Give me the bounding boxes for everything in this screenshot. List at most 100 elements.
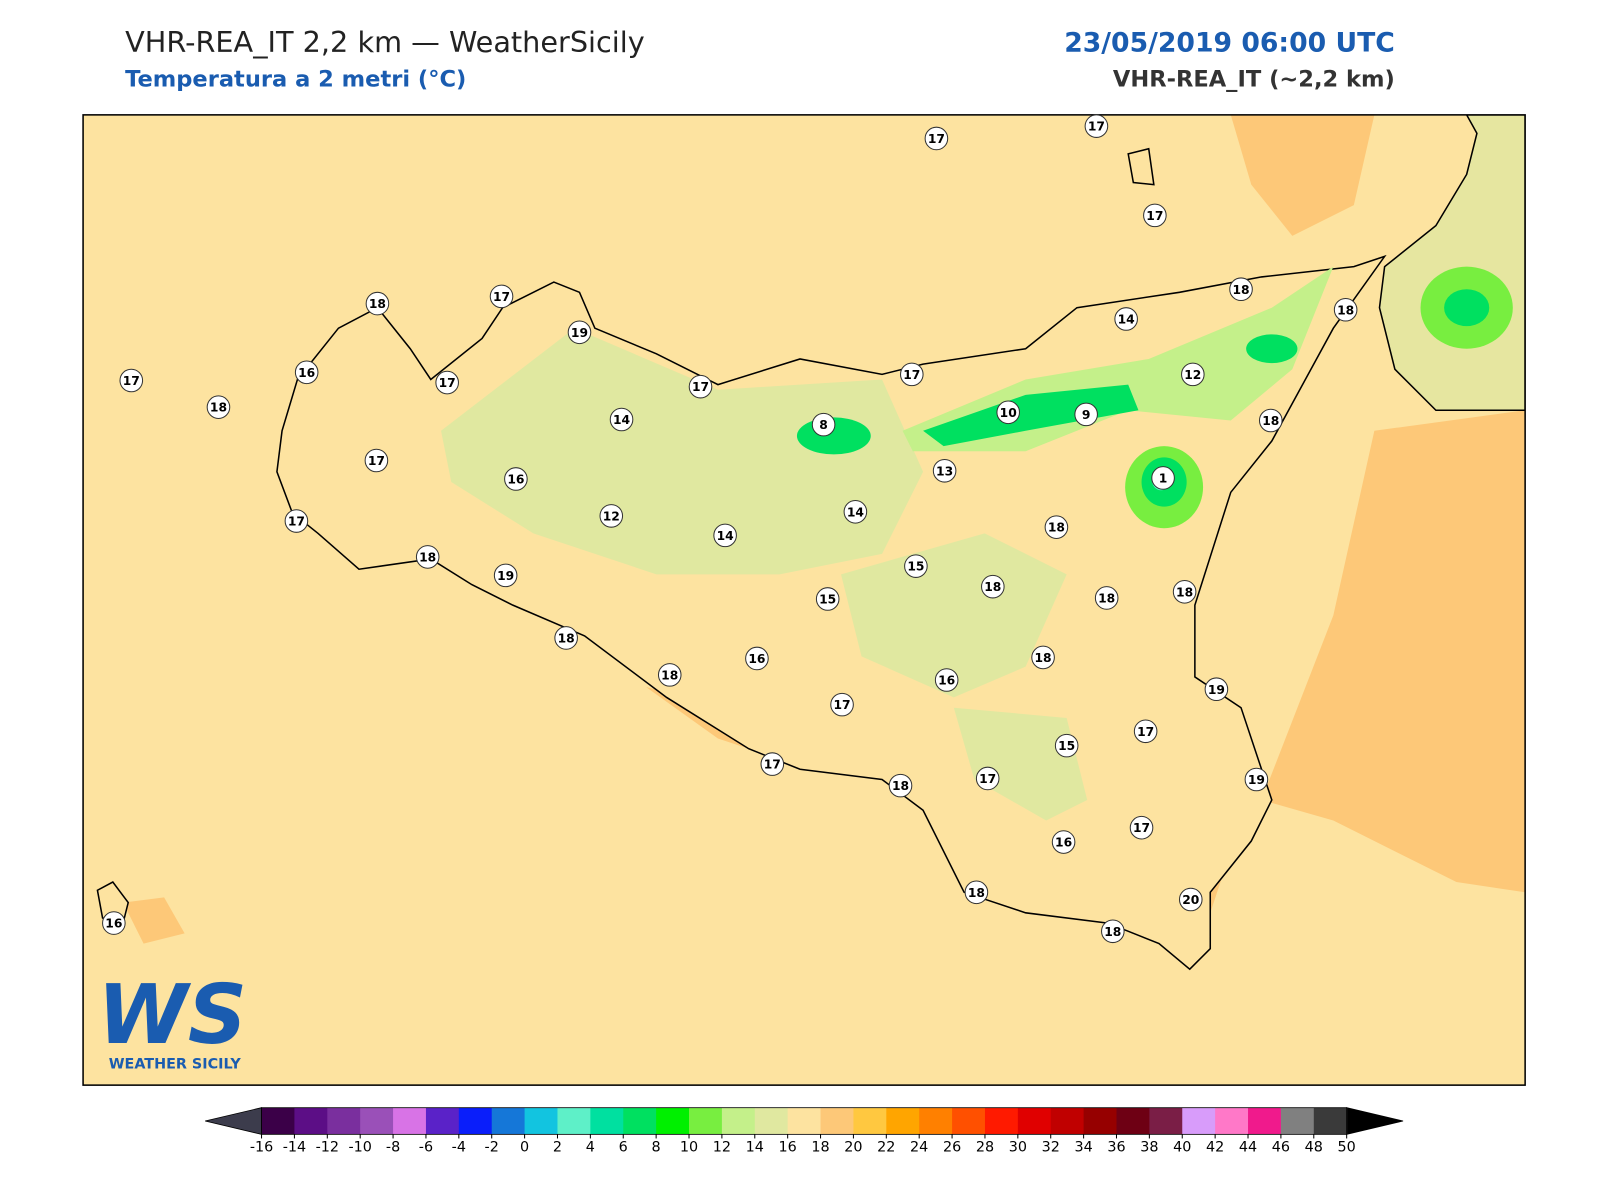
station-marker: [489, 284, 514, 309]
colorbar-over: [1346, 1107, 1404, 1135]
station-value: 17: [928, 132, 945, 146]
colorbar-box: [886, 1107, 920, 1135]
station-value: 20: [1182, 893, 1199, 907]
station-marker: [1094, 586, 1119, 610]
colorbar-box: [458, 1107, 493, 1135]
mild-area: [441, 328, 924, 575]
station-marker: [119, 368, 144, 393]
station-value: 17: [1137, 725, 1154, 739]
colorbar-box: [1017, 1107, 1052, 1135]
warm-area: [1261, 410, 1526, 893]
colorbar-tick-label: 18: [811, 1140, 829, 1156]
station-value: 18: [1048, 521, 1065, 535]
station-value: 18: [892, 779, 909, 793]
station-value: 17: [764, 758, 781, 772]
warm-area: [1230, 114, 1375, 236]
island: [1127, 147, 1155, 186]
station-value: 15: [907, 560, 924, 574]
colorbar-tick-label: 8: [652, 1140, 661, 1156]
station-value: 18: [1104, 925, 1121, 939]
station-value: 16: [1055, 836, 1072, 850]
station-value: 12: [1184, 368, 1201, 382]
station-marker: [1181, 362, 1205, 387]
station-marker: [504, 467, 528, 491]
station-value: 17: [1146, 209, 1163, 223]
colorbar-tick-label: 14: [746, 1140, 764, 1156]
colorbar-tick-label: 26: [943, 1140, 961, 1156]
station-marker: [760, 752, 785, 776]
station-marker: [567, 320, 592, 345]
station-value: 18: [1262, 414, 1279, 428]
station-marker: [924, 126, 949, 151]
colorbar-box: [1116, 1107, 1150, 1135]
logo: WS WEATHER SICILY: [97, 968, 247, 1073]
station-value: 18: [1337, 303, 1354, 317]
colorbar-tick-label: 40: [1173, 1140, 1191, 1156]
station-value: 17: [493, 290, 510, 304]
station-marker: [1044, 515, 1069, 539]
colorbar-box: [721, 1107, 756, 1135]
colorbar-box: [491, 1107, 526, 1135]
station-marker: [1244, 767, 1269, 792]
station-value: 10: [1000, 406, 1017, 420]
station-marker: [102, 911, 126, 935]
station-value: 17: [368, 454, 385, 468]
station-value: 17: [288, 515, 305, 529]
station-value: 16: [298, 366, 315, 380]
colorbar-tick-label: 16: [779, 1140, 797, 1156]
station-value: 18: [1176, 585, 1193, 599]
station-marker: [688, 374, 713, 399]
colorbar-tick-label: 0: [520, 1140, 529, 1156]
mild-area: [953, 707, 1088, 821]
station-marker: [1051, 830, 1076, 854]
colorbar-box: [590, 1107, 624, 1135]
island: [96, 881, 130, 925]
colorbar-tick-label: 36: [1107, 1140, 1125, 1156]
colorbar-tick-label: 28: [976, 1140, 994, 1156]
colorbar-box: [1182, 1107, 1216, 1135]
station-marker: [1229, 277, 1253, 302]
station-value: 17: [979, 772, 996, 786]
colorbar-tick-label: -16: [250, 1140, 273, 1156]
station-value: 1: [1159, 471, 1168, 485]
station-marker: [975, 766, 1000, 791]
station-value: 19: [1208, 683, 1225, 697]
colorbar-box: [524, 1107, 558, 1135]
station-marker: [932, 458, 957, 483]
station-marker: [904, 554, 928, 578]
warm-area: [123, 897, 185, 944]
colorbar-tick-label: 38: [1140, 1140, 1158, 1156]
station-marker: [1031, 645, 1055, 670]
colorbar-tick-label: 44: [1239, 1140, 1257, 1156]
colorbar-tick-label: 4: [586, 1140, 595, 1156]
station-marker: [364, 448, 389, 473]
station-value: 15: [819, 593, 836, 607]
station-value: 18: [1035, 651, 1052, 665]
station-marker: [493, 563, 518, 588]
station-value: 19: [497, 569, 514, 583]
colorbar-box: [623, 1107, 657, 1135]
subtitle: Temperatura a 2 metri (°C): [125, 67, 466, 93]
colorbar-box: [984, 1107, 1019, 1135]
colorbar-tick-label: -6: [419, 1140, 433, 1156]
colorbar-box: [689, 1107, 723, 1135]
station-value: 18: [419, 550, 436, 564]
station-value: 18: [984, 580, 1001, 594]
colorbar-tick-label: -10: [348, 1140, 371, 1156]
station-value: 18: [661, 668, 678, 682]
station-marker: [1258, 408, 1283, 433]
colorbar-tick-label: -8: [386, 1140, 400, 1156]
colorbar-box: [557, 1107, 591, 1135]
colorbar-box: [1280, 1107, 1315, 1135]
colorbar-tick-label: 10: [680, 1140, 698, 1156]
station-value: 18: [369, 297, 386, 311]
colorbar-box: [1313, 1107, 1348, 1135]
colorbar-box: [656, 1107, 690, 1135]
station-value: 19: [1248, 773, 1265, 787]
station-value: 18: [558, 631, 575, 645]
colorbar-box: [294, 1107, 328, 1135]
logo-text: WEATHER SICILY: [109, 1057, 242, 1073]
colorbar-frame: [261, 1107, 1348, 1135]
colorbar-tick-label: 34: [1074, 1140, 1092, 1156]
